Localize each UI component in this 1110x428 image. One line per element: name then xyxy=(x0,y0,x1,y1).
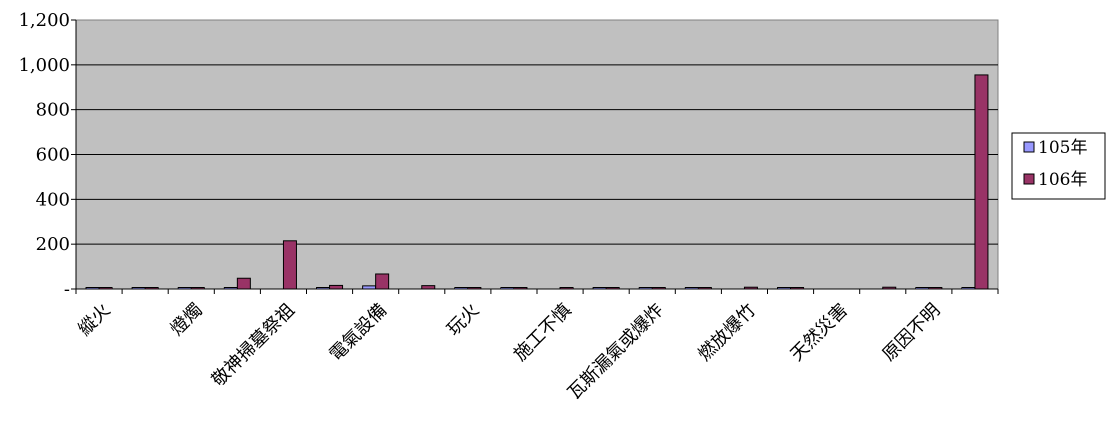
y-axis: - 200 400 600 800 1,000 1,200 xyxy=(18,10,77,300)
x-tick-label: 敬神掃墓祭祖 xyxy=(208,300,299,391)
legend-label-106: 106年 xyxy=(1038,170,1087,190)
y-tick-label: 800 xyxy=(36,100,70,121)
x-tick-label: 燈燭 xyxy=(166,300,206,340)
x-tick-label: 玩火 xyxy=(443,300,483,340)
bar-106 xyxy=(974,74,989,290)
y-tick-label: - xyxy=(64,279,70,300)
legend-label-105: 105年 xyxy=(1038,138,1087,158)
bar-106 xyxy=(421,285,436,290)
x-tick-label: 原因不明 xyxy=(879,300,945,366)
gridlines xyxy=(76,64,998,245)
legend: 105年 106年 xyxy=(1011,132,1106,200)
y-tick-label: 1,000 xyxy=(18,55,70,76)
x-tick-label: 燃放爆竹 xyxy=(694,300,760,366)
x-tick-label: 瓦斯漏氣或爆炸 xyxy=(564,300,668,404)
bar-106 xyxy=(282,240,297,290)
bar-106 xyxy=(375,273,390,290)
bar-106 xyxy=(329,284,344,290)
y-tick-label: 1,200 xyxy=(18,10,70,31)
x-tick-label: 施工不慎 xyxy=(510,300,576,366)
bars xyxy=(85,74,989,290)
bar-106 xyxy=(236,277,251,290)
legend-swatch-106 xyxy=(1023,173,1035,185)
x-tick-label: 縱火 xyxy=(74,300,114,340)
y-tick-label: 600 xyxy=(36,145,70,166)
y-tick-label: 400 xyxy=(36,189,70,210)
legend-swatch-105 xyxy=(1023,141,1035,153)
x-tick-label: 電氣設備 xyxy=(325,300,391,366)
y-tick-label: 200 xyxy=(36,234,70,255)
x-tick-label: 天然災害 xyxy=(786,300,852,366)
